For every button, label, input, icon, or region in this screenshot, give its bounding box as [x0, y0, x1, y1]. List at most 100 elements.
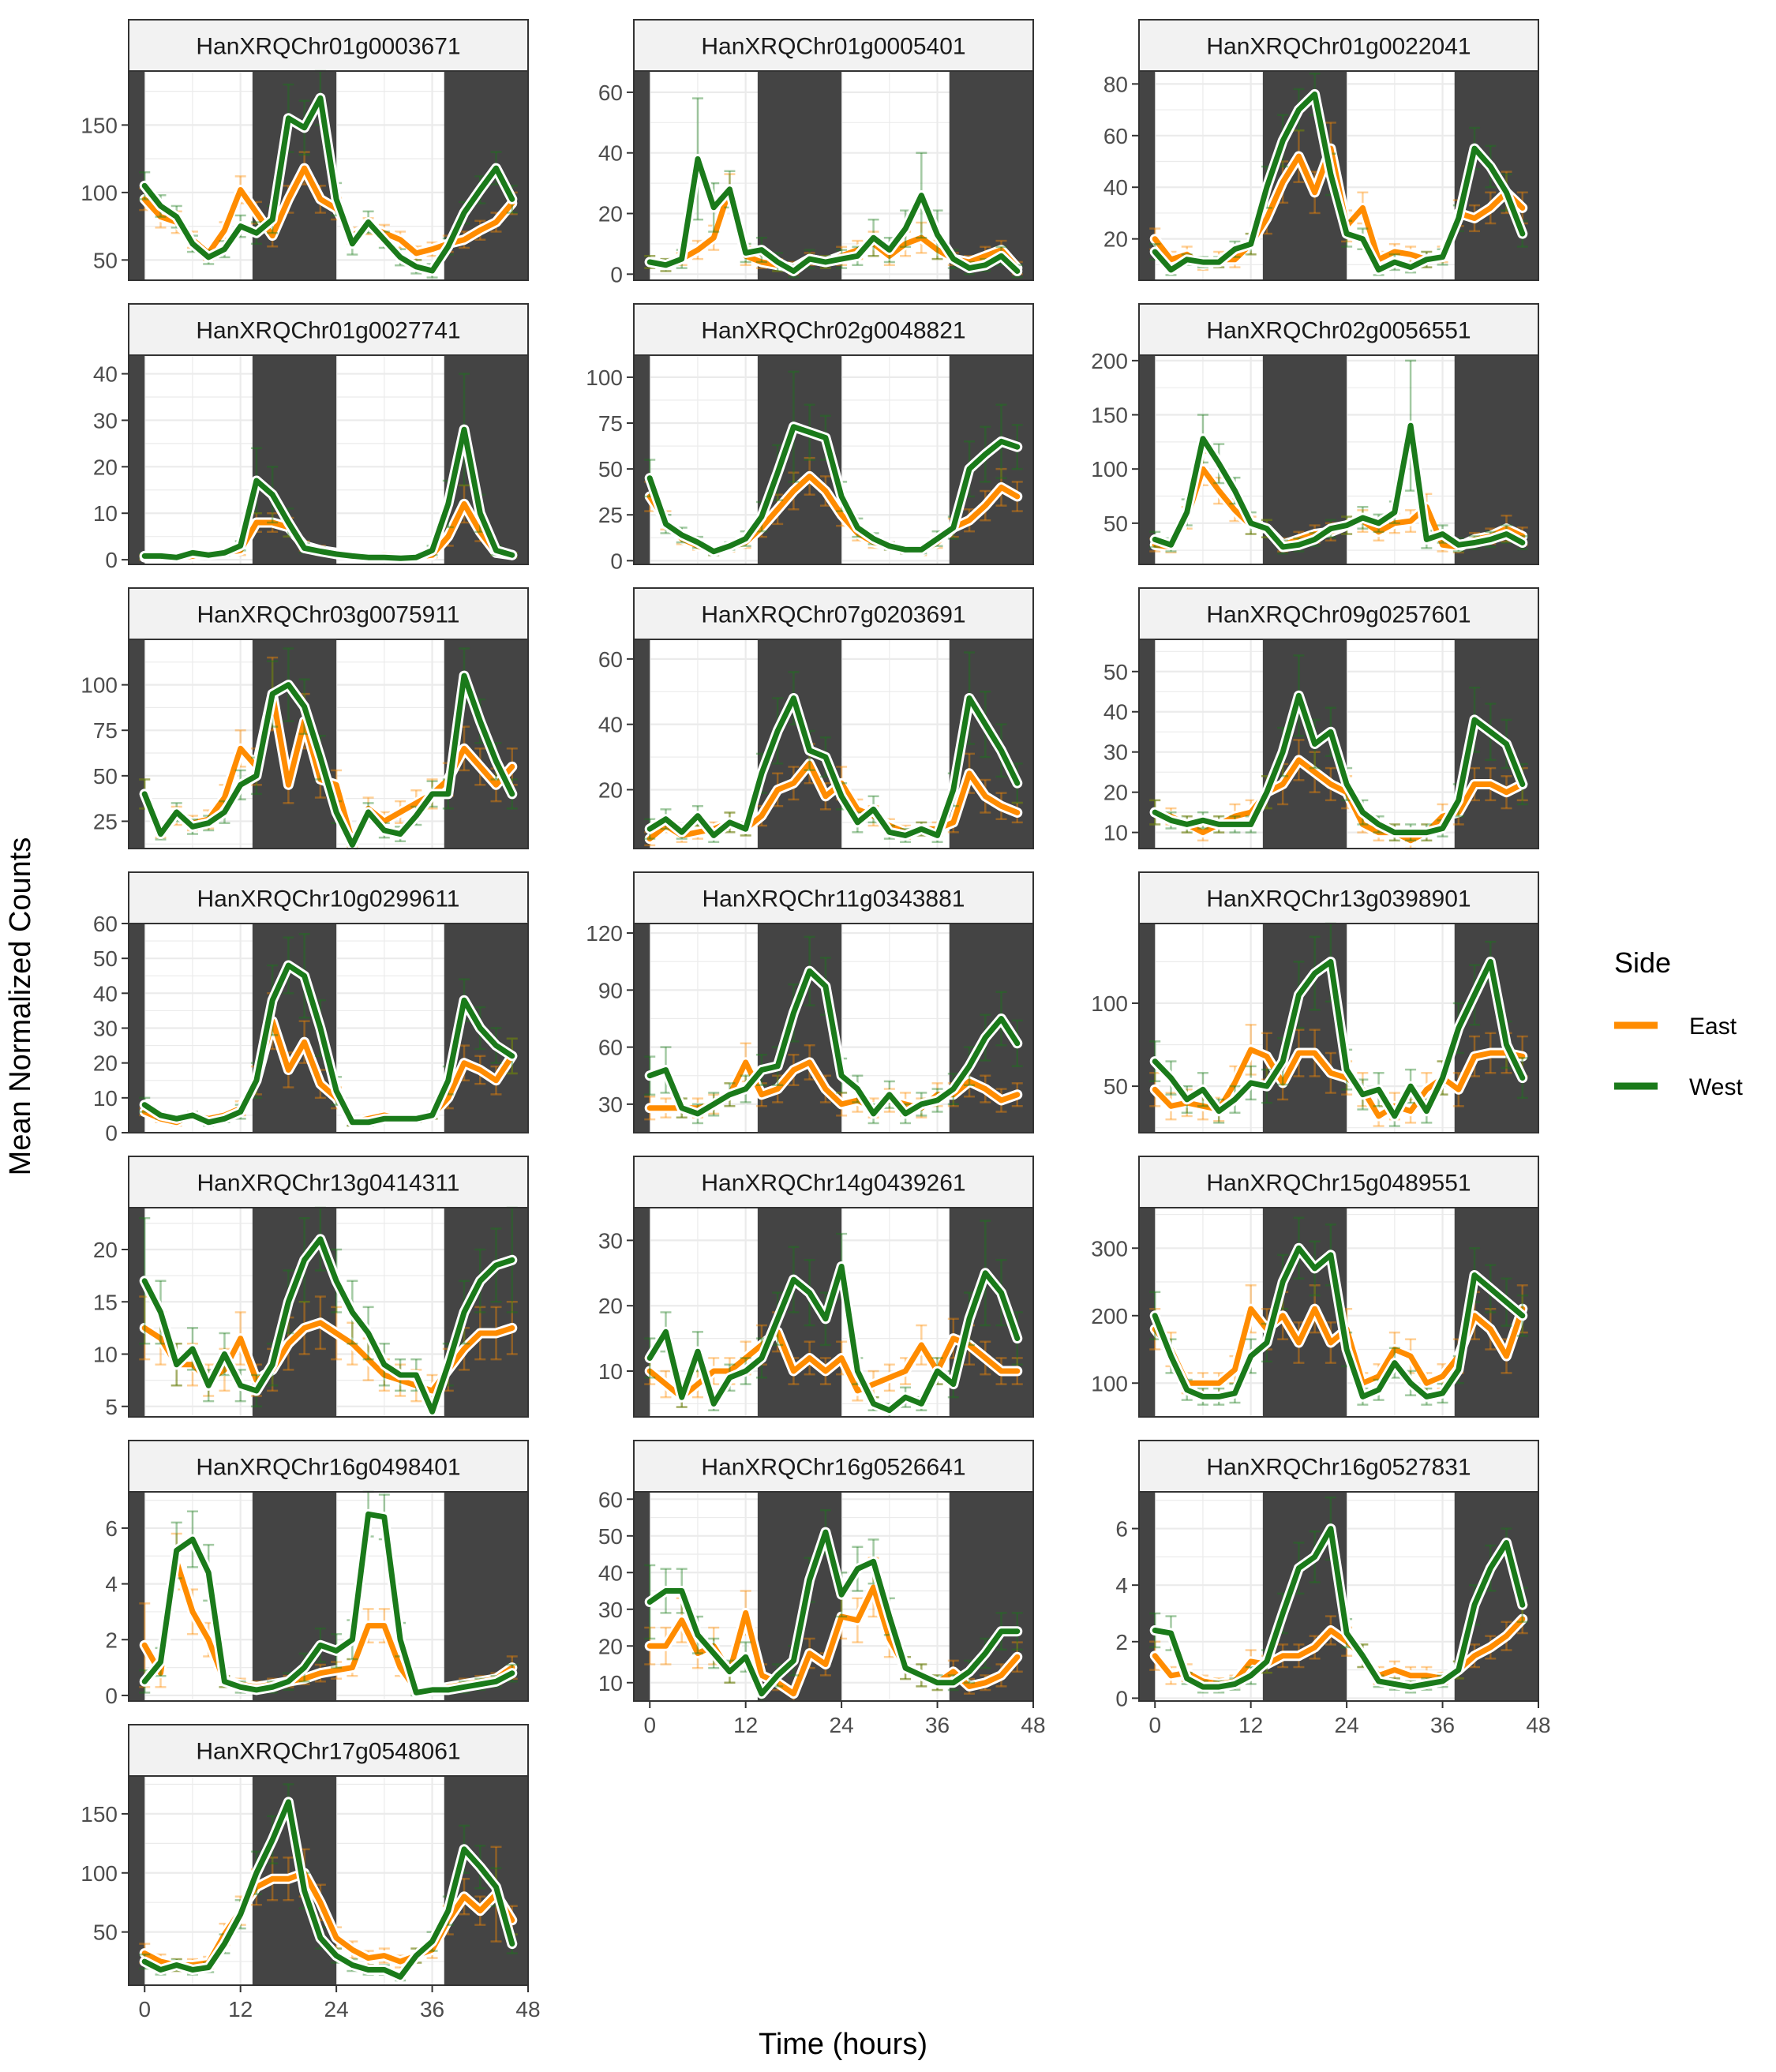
series-line: [1152, 1245, 1526, 1399]
facet-title: HanXRQChr14g0439261: [701, 1171, 965, 1197]
y-tick-label: 10: [598, 1671, 623, 1695]
night-band: [1454, 1492, 1538, 1701]
panel-border: [633, 1491, 1034, 1702]
night-band: [949, 1492, 1033, 1701]
night-band: [129, 639, 145, 849]
night-band: [444, 1208, 528, 1417]
y-tick-label: 100: [81, 673, 118, 698]
y-tick-label: 10: [598, 1359, 623, 1384]
facet-panel: HanXRQChr10g0299611 0 10 20 30 40 50 60: [93, 871, 530, 1145]
series-west: [1149, 1216, 1528, 1406]
y-axis-label: Mean Normalized Counts: [4, 837, 37, 1176]
panel-border: [1138, 354, 1539, 565]
y-tick-label: 60: [1103, 124, 1128, 148]
series-west: [139, 69, 518, 279]
series-west: [644, 1508, 1023, 1703]
y-tick-label: 20: [598, 777, 623, 802]
night-band: [129, 1492, 145, 1701]
series-west: [139, 1490, 518, 1698]
night-band: [1139, 1208, 1156, 1417]
y-tick-label: 75: [598, 411, 623, 436]
y-tick-label: 50: [1103, 1074, 1128, 1099]
series-line: [141, 1511, 515, 1695]
facet-panel: HanXRQChr11g0343881 30 60 90 120: [586, 871, 1035, 1133]
facet-panel: HanXRQChr14g0439261 10 20 30: [598, 1156, 1035, 1418]
y-tick-label: 30: [598, 1228, 623, 1253]
series-line: [141, 962, 515, 1126]
y-tick-label: 40: [598, 713, 623, 737]
facet-strip: [128, 19, 529, 72]
y-tick-label: 200: [1091, 349, 1128, 373]
y-tick-label: 25: [93, 809, 118, 834]
y-tick-label: 100: [1091, 991, 1128, 1016]
y-tick-label: 30: [598, 1092, 623, 1117]
y-tick-label: 60: [93, 912, 118, 936]
legend-label-east: East: [1689, 1014, 1737, 1040]
panel-border: [633, 1207, 1034, 1418]
facet-title: HanXRQChr09g0257601: [1206, 602, 1471, 628]
facet-panels: HanXRQChr01g000367150100150HanXRQChr01g0…: [81, 19, 1551, 2021]
series-line: [646, 1529, 1021, 1697]
y-tick-label: 300: [1091, 1236, 1128, 1261]
series-west: [139, 933, 518, 1128]
y-tick-label: 50: [1103, 660, 1128, 684]
x-tick-label: 48: [1021, 1713, 1045, 1737]
facet-panel: HanXRQChr09g0257601 10 20 30 40 50: [1103, 587, 1540, 850]
y-tick-label: 75: [93, 718, 118, 743]
facet-panel: HanXRQChr16g0526641 10 20 30 40 50 60 0 12 24 36 48: [598, 1440, 1046, 1737]
y-tick-label: 150: [81, 1802, 118, 1827]
y-tick-label: 150: [81, 113, 118, 137]
facet-panel: HanXRQChr03g0075911 25 50 75 100: [81, 587, 530, 850]
panel-border: [633, 70, 1034, 281]
y-tick-label: 20: [598, 1634, 623, 1658]
y-tick-label: 30: [598, 1598, 623, 1622]
y-tick-label: 6: [1115, 1517, 1128, 1542]
facet-title: HanXRQChr01g0022041: [1206, 34, 1471, 60]
facet-panel: HanXRQChr16g0498401 0 2 4 6: [105, 1440, 530, 1708]
night-band: [1139, 355, 1156, 564]
series-line: [1152, 958, 1526, 1119]
x-axis-label: Time (hours): [759, 2028, 927, 2061]
y-tick-label: 60: [598, 81, 623, 105]
y-tick-label: 60: [598, 1487, 623, 1512]
panel-border: [1138, 70, 1539, 281]
y-tick-label: 150: [1091, 403, 1128, 428]
y-tick-label: 100: [81, 181, 118, 205]
y-tick-label: 40: [1103, 700, 1128, 725]
y-tick-label: 80: [1103, 72, 1128, 96]
night-band: [634, 924, 650, 1133]
panel-border: [633, 923, 1034, 1133]
night-band: [949, 1208, 1033, 1417]
night-band: [1262, 1492, 1347, 1701]
facet-panel: HanXRQChr07g0203691 20 40 60: [598, 587, 1035, 849]
y-tick-label: 20: [598, 202, 623, 227]
y-tick-label: 100: [586, 365, 623, 390]
facet-strip: [128, 1156, 529, 1208]
y-tick-label: 50: [93, 764, 118, 789]
series-west: [644, 651, 1023, 843]
x-tick-label: 48: [1526, 1713, 1550, 1737]
series-line: [646, 1328, 1021, 1400]
facet-title: HanXRQChr03g0075911: [197, 602, 459, 628]
y-tick-label: 10: [93, 1343, 118, 1367]
facet-strip: [633, 871, 1034, 924]
series-west: [644, 935, 1023, 1125]
facet-title: HanXRQChr17g0548061: [196, 1739, 460, 1765]
night-band: [757, 71, 842, 280]
night-band: [634, 639, 650, 849]
night-band: [129, 355, 145, 564]
y-tick-label: 4: [105, 1572, 118, 1597]
night-band: [634, 355, 650, 564]
x-tick-label: 12: [228, 1997, 253, 2021]
y-tick-label: 50: [1103, 511, 1128, 536]
y-tick-label: 2: [1115, 1630, 1128, 1654]
legend: Side East West: [1614, 946, 1743, 1100]
series-line: [1152, 692, 1526, 836]
series-line: [141, 95, 515, 274]
night-band: [634, 1492, 650, 1701]
night-band: [1139, 71, 1156, 280]
y-tick-label: 30: [1103, 740, 1128, 765]
facet-strip: [128, 1440, 529, 1493]
